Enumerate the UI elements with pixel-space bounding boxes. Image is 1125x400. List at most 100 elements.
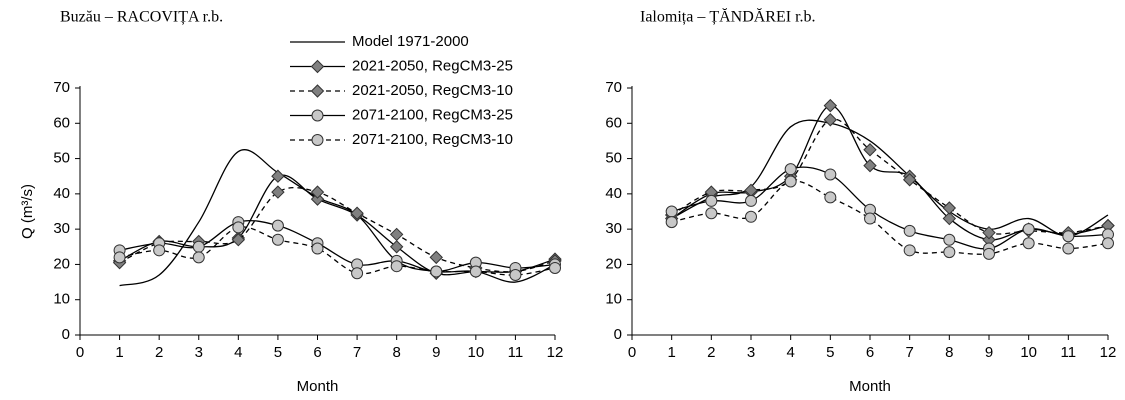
marker <box>350 206 364 220</box>
y-tick-label: 10 <box>605 291 622 308</box>
marker <box>705 194 718 207</box>
y-tick-label: 50 <box>53 150 70 167</box>
legend-label: 2071-2100, RegCM3-25 <box>352 106 513 123</box>
x-tick-label: 1 <box>667 344 675 361</box>
y-tick-label: 70 <box>53 79 70 96</box>
marker <box>705 207 718 220</box>
x-tick-label: 10 <box>467 344 484 361</box>
x-tick-label: 3 <box>195 344 203 361</box>
marker <box>429 250 443 265</box>
series-line <box>119 174 556 276</box>
x-tick-label: 5 <box>826 344 834 361</box>
legend-label: 2021-2050, RegCM3-10 <box>352 82 513 99</box>
x-tick-label: 6 <box>313 344 321 361</box>
marker <box>509 269 522 282</box>
y-axis-label: Q (m³/s) <box>19 184 36 239</box>
x-tick-label: 1 <box>115 344 123 361</box>
marker <box>311 109 324 122</box>
y-tick-label: 50 <box>605 150 622 167</box>
y-tick-label: 20 <box>605 255 622 272</box>
marker <box>232 221 245 234</box>
chart-title: Ialomița – ȚĂNDĂREI r.b. <box>640 7 816 26</box>
x-tick-label: 0 <box>76 344 84 361</box>
x-tick-label: 8 <box>392 344 400 361</box>
marker <box>665 216 678 229</box>
x-tick-label: 4 <box>786 344 794 361</box>
marker <box>351 267 364 280</box>
x-tick-label: 3 <box>747 344 755 361</box>
x-tick-label: 2 <box>155 344 163 361</box>
marker <box>192 240 205 253</box>
marker <box>310 185 325 199</box>
marker <box>745 194 757 207</box>
series-line <box>671 118 1109 235</box>
y-tick-label: 0 <box>62 326 70 343</box>
legend-label: 2021-2050, RegCM3-25 <box>352 57 513 74</box>
series-line <box>119 226 556 276</box>
marker <box>823 98 838 113</box>
marker <box>1022 223 1035 236</box>
y-tick-label: 60 <box>605 114 622 131</box>
y-tick-label: 0 <box>614 326 622 343</box>
marker <box>430 265 443 278</box>
x-tick-label: 7 <box>905 344 913 361</box>
x-tick-label: 7 <box>353 344 361 361</box>
marker <box>469 265 482 278</box>
x-tick-label: 9 <box>432 344 440 361</box>
x-tick-label: 12 <box>1100 344 1117 361</box>
marker <box>745 210 757 223</box>
marker <box>311 242 324 255</box>
x-tick-label: 0 <box>628 344 636 361</box>
x-tick-label: 11 <box>1061 344 1077 361</box>
x-axis-label: Month <box>297 378 339 395</box>
legend-label: 2071-2100, RegCM3-10 <box>352 131 513 148</box>
x-tick-label: 11 <box>508 344 524 361</box>
marker <box>942 211 957 226</box>
marker <box>982 225 996 240</box>
series-line <box>119 149 556 287</box>
marker <box>310 84 325 98</box>
marker <box>943 246 956 259</box>
marker <box>942 201 957 215</box>
marker <box>389 240 404 254</box>
marker <box>864 212 876 225</box>
series-line <box>671 180 1109 255</box>
y-tick-label: 60 <box>53 114 70 131</box>
marker <box>231 233 246 247</box>
marker <box>784 175 797 188</box>
marker <box>863 158 877 173</box>
marker <box>943 233 956 246</box>
marker <box>390 260 403 273</box>
marker <box>311 134 324 146</box>
marker <box>1062 230 1075 243</box>
chart-title: Buzău – RACOVIȚA r.b. <box>60 9 223 26</box>
x-axis-label: Month <box>849 378 891 395</box>
marker <box>153 244 166 257</box>
x-tick-label: 12 <box>547 344 564 361</box>
marker <box>271 233 284 246</box>
x-tick-label: 9 <box>985 344 993 361</box>
y-tick-label: 70 <box>605 79 622 96</box>
series-line <box>119 220 556 273</box>
marker <box>271 169 285 183</box>
marker <box>665 205 678 218</box>
marker <box>902 173 917 187</box>
marker <box>863 143 877 157</box>
marker <box>983 247 995 260</box>
marker <box>1102 237 1114 250</box>
marker <box>1062 242 1075 255</box>
x-tick-label: 8 <box>945 344 953 361</box>
x-tick-label: 5 <box>274 344 282 361</box>
y-tick-label: 30 <box>53 220 70 237</box>
legend-label: Model 1971-2000 <box>352 33 469 50</box>
marker <box>310 192 325 206</box>
marker <box>310 59 325 74</box>
series-line <box>671 119 1109 237</box>
marker <box>824 191 837 204</box>
marker <box>903 224 916 237</box>
x-tick-label: 6 <box>866 344 874 361</box>
marker <box>1022 237 1035 250</box>
y-tick-label: 20 <box>53 255 70 272</box>
y-tick-label: 30 <box>605 220 622 237</box>
marker <box>549 261 561 274</box>
